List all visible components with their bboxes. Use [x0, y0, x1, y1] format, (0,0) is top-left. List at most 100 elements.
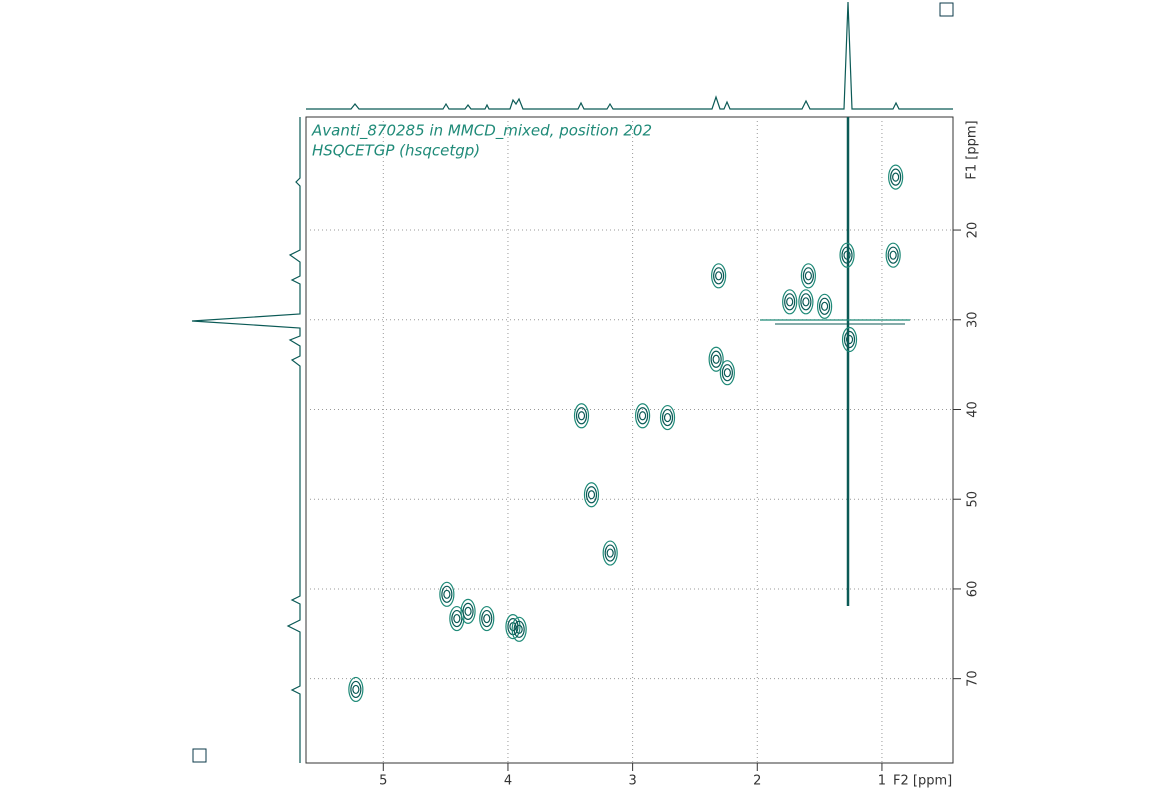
contour	[479, 605, 495, 632]
contour	[843, 330, 856, 349]
peak	[479, 605, 495, 632]
f2-projection	[306, 1, 953, 110]
contour	[843, 250, 851, 260]
contour	[439, 581, 455, 607]
contour	[602, 540, 618, 566]
peak	[583, 482, 600, 508]
peak	[888, 164, 904, 190]
x-tick-label: 4	[504, 774, 512, 789]
contour	[782, 289, 798, 315]
contour	[505, 614, 521, 640]
contour	[575, 407, 588, 425]
x-tick-label: 5	[379, 774, 387, 789]
peak	[719, 360, 735, 386]
x-axis-label: F2 [ppm]	[893, 774, 952, 789]
contour	[511, 616, 527, 642]
contour	[585, 486, 598, 504]
y-tick-label: 50	[966, 491, 981, 508]
plot-frame	[305, 116, 954, 764]
contour	[890, 168, 902, 186]
peak	[449, 605, 465, 632]
contour	[583, 482, 600, 508]
peak	[634, 403, 651, 429]
y-axis-label: F1 [ppm]	[965, 120, 980, 179]
contour	[711, 263, 727, 289]
contour	[460, 598, 476, 624]
peak	[800, 263, 816, 289]
contour	[441, 585, 453, 603]
contour	[816, 293, 833, 319]
contour	[839, 242, 855, 268]
contour	[661, 408, 674, 427]
contour	[708, 346, 724, 372]
contour	[710, 350, 722, 368]
x-tick-label: 1	[878, 774, 886, 789]
y-tick-label: 40	[966, 401, 981, 418]
peak	[602, 540, 618, 566]
contour	[885, 242, 901, 268]
peak	[782, 289, 798, 315]
contour	[802, 267, 814, 285]
contour	[443, 589, 451, 599]
corner-box	[939, 2, 954, 17]
contour	[352, 684, 360, 695]
peak	[816, 293, 833, 319]
peak	[885, 242, 901, 268]
contour	[483, 613, 491, 624]
contour	[800, 263, 816, 289]
contour	[798, 289, 814, 315]
contour	[634, 403, 651, 429]
peak	[711, 263, 727, 289]
peak	[708, 346, 724, 372]
contour	[889, 250, 897, 260]
f1-projection	[191, 117, 301, 763]
contour	[721, 364, 733, 382]
contour	[606, 548, 614, 558]
contour	[723, 368, 731, 378]
y-tick-label: 60	[966, 581, 981, 598]
annotation: HSQCETGP (hsqcetgp)	[312, 142, 480, 160]
contour	[573, 403, 590, 429]
contour	[784, 293, 796, 311]
contour	[713, 267, 725, 285]
y-tick-label: 20	[966, 222, 981, 239]
contour	[350, 680, 362, 699]
contour	[663, 412, 672, 423]
y-tick-label: 30	[966, 311, 981, 328]
x-tick-label: 2	[753, 774, 761, 789]
contour	[841, 246, 853, 264]
contour	[638, 411, 647, 421]
contour	[481, 609, 493, 628]
contour	[604, 544, 616, 562]
contour	[818, 297, 831, 315]
corner-box	[192, 748, 207, 763]
contour	[800, 293, 812, 311]
peak	[841, 326, 858, 353]
peak	[460, 598, 476, 624]
contour	[464, 606, 472, 616]
contour	[449, 605, 465, 632]
peak	[798, 289, 814, 315]
contour	[712, 354, 720, 364]
contour	[462, 602, 474, 620]
annotation: Avanti_870285 in MMCD_mixed, position 20…	[311, 122, 652, 141]
contour	[513, 620, 525, 638]
contour	[659, 404, 676, 431]
contour	[888, 164, 904, 190]
peak	[659, 404, 676, 431]
contour	[887, 246, 899, 264]
peak	[839, 242, 855, 268]
contour	[786, 297, 794, 307]
y-tick-label: 70	[966, 670, 981, 687]
contour	[515, 624, 523, 634]
contour	[577, 411, 586, 421]
contour	[841, 326, 858, 353]
contour	[715, 271, 723, 281]
peak	[511, 616, 527, 642]
contour	[820, 301, 829, 311]
contour	[453, 613, 461, 624]
contour	[348, 676, 364, 703]
contour	[636, 407, 649, 425]
contour	[845, 334, 854, 345]
